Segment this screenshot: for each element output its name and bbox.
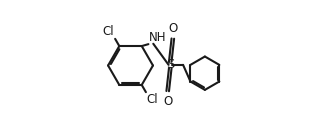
Text: Cl: Cl (103, 25, 114, 38)
Text: S: S (166, 58, 174, 71)
Text: O: O (163, 95, 172, 108)
Text: Cl: Cl (146, 93, 158, 106)
Text: NH: NH (149, 31, 166, 43)
Text: O: O (168, 22, 177, 35)
